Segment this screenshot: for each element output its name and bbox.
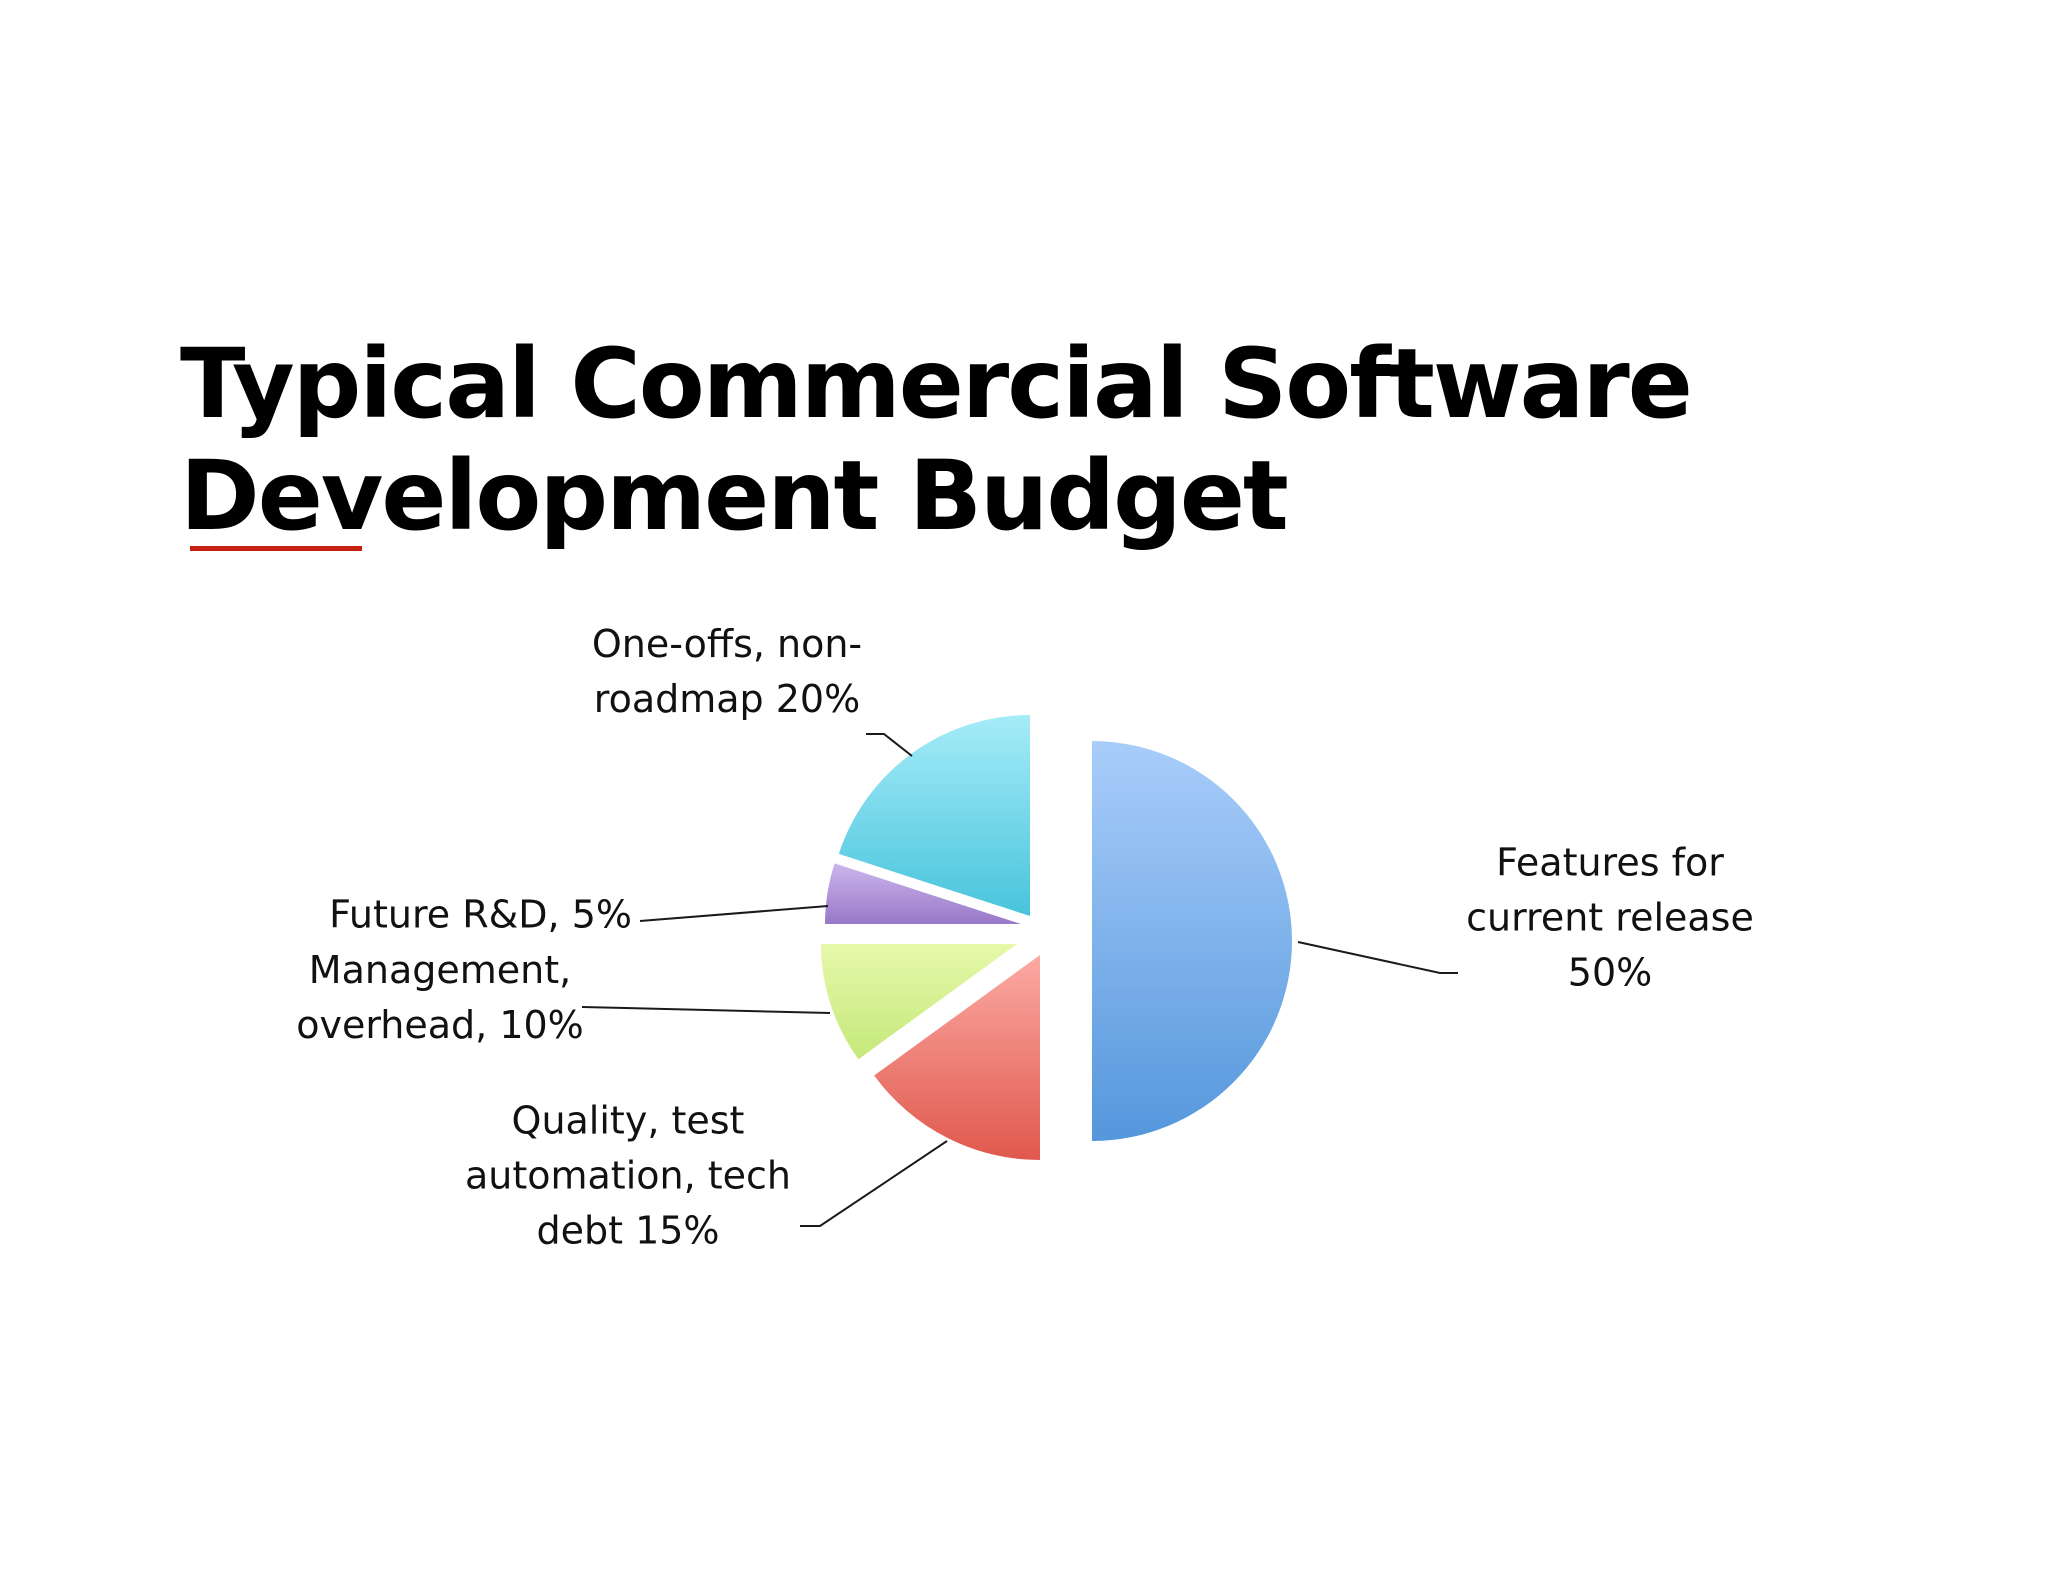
slice-label-line: 50% bbox=[1568, 951, 1652, 995]
slice-label-line: Features for bbox=[1496, 841, 1724, 885]
slice-label-line: Management, bbox=[309, 948, 571, 992]
pie-leader-lines bbox=[581, 733, 1458, 1227]
title-accent-underline bbox=[190, 546, 362, 551]
slice-label-line: Future R&D, 5% bbox=[329, 893, 632, 937]
slice-label-future-r-d: Future R&D, 5% bbox=[329, 893, 632, 937]
leader-line-future-r-d bbox=[639, 905, 829, 922]
slice-label-line: roadmap 20% bbox=[594, 677, 860, 721]
pie-slice-management-overhead bbox=[820, 944, 1017, 1060]
pie-slice-features-for-current-release bbox=[1092, 741, 1292, 1141]
slice-label-management-overhead: Management, overhead, 10% bbox=[296, 948, 584, 1047]
leader-line-one-offs-non-roadmap bbox=[866, 733, 913, 757]
pie-slice-future-r-d bbox=[824, 863, 1021, 924]
leader-line-management-overhead bbox=[581, 1006, 831, 1014]
slice-label-line: One-offs, non- bbox=[592, 622, 862, 666]
slice-label-line: overhead, 10% bbox=[296, 1003, 584, 1047]
pie-slice-one-offs-non-roadmap bbox=[838, 715, 1030, 916]
leader-line-quality-test-automation-tech-debt bbox=[800, 1140, 948, 1227]
pie-labels: Features for current release 50% Quality, t… bbox=[296, 622, 1754, 1253]
pie-slices bbox=[820, 715, 1292, 1160]
slice-label-features-for-current-release: Features for current release 50% bbox=[1466, 841, 1754, 995]
slice-label-line: debt 15% bbox=[536, 1209, 719, 1253]
slice-label-line: automation, tech bbox=[465, 1154, 791, 1198]
leader-line-features-for-current-release bbox=[1297, 941, 1458, 974]
slide-title-line-1: Typical Commercial Software bbox=[180, 328, 1693, 440]
slice-label-one-offs-non-roadmap: One-offs, non-roadmap 20% bbox=[592, 622, 862, 721]
slice-label-line: Quality, test bbox=[512, 1099, 745, 1143]
slice-label-quality-test-automation-tech-debt: Quality, test automation, tech debt 15% bbox=[465, 1099, 791, 1253]
pie-slice-quality-test-automation-tech-debt bbox=[874, 955, 1040, 1160]
slice-label-line: current release bbox=[1466, 896, 1754, 940]
slide-title: Typical Commercial Software Development … bbox=[180, 328, 1880, 552]
slide-title-line-2: Development Budget bbox=[180, 440, 1289, 552]
